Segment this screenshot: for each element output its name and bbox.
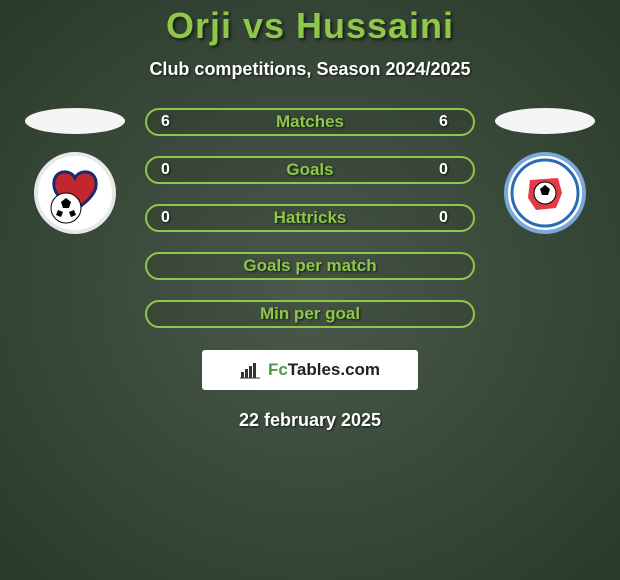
stat-label: Matches [276, 112, 344, 132]
stat-left-value: 6 [161, 113, 181, 131]
footer-date: 22 february 2025 [239, 410, 381, 431]
left-club-badge [34, 152, 116, 234]
stat-row-mpg: Min per goal [145, 300, 475, 328]
stat-label: Min per goal [260, 304, 360, 324]
stat-left-value: 0 [161, 209, 181, 227]
stat-row-goals: 0 Goals 0 [145, 156, 475, 184]
stat-row-matches: 6 Matches 6 [145, 108, 475, 136]
main-row: 6 Matches 6 0 Goals 0 0 Hattricks 0 Goal… [0, 108, 620, 328]
stat-label: Hattricks [274, 208, 347, 228]
stat-row-hattricks: 0 Hattricks 0 [145, 204, 475, 232]
chart-bars-icon [240, 361, 262, 379]
stat-right-value: 0 [439, 161, 459, 179]
comparison-card: Orji vs Hussaini Club competitions, Seas… [0, 0, 620, 431]
tornadoes-club-icon [510, 158, 580, 228]
branding-box[interactable]: FcTables.com [202, 350, 418, 390]
stat-label: Goals per match [243, 256, 376, 276]
right-club-badge [504, 152, 586, 234]
stats-column: 6 Matches 6 0 Goals 0 0 Hattricks 0 Goal… [145, 108, 475, 328]
branding-text: FcTables.com [268, 360, 380, 380]
right-player-col [495, 108, 595, 234]
page-title: Orji vs Hussaini [166, 5, 454, 47]
stat-row-gpm: Goals per match [145, 252, 475, 280]
left-name-pill [25, 108, 125, 134]
heart-club-icon [40, 158, 110, 228]
stat-label: Goals [286, 160, 333, 180]
stat-left-value: 0 [161, 161, 181, 179]
right-name-pill [495, 108, 595, 134]
stat-right-value: 6 [439, 113, 459, 131]
page-subtitle: Club competitions, Season 2024/2025 [149, 59, 470, 80]
stat-right-value: 0 [439, 209, 459, 227]
left-player-col [25, 108, 125, 234]
